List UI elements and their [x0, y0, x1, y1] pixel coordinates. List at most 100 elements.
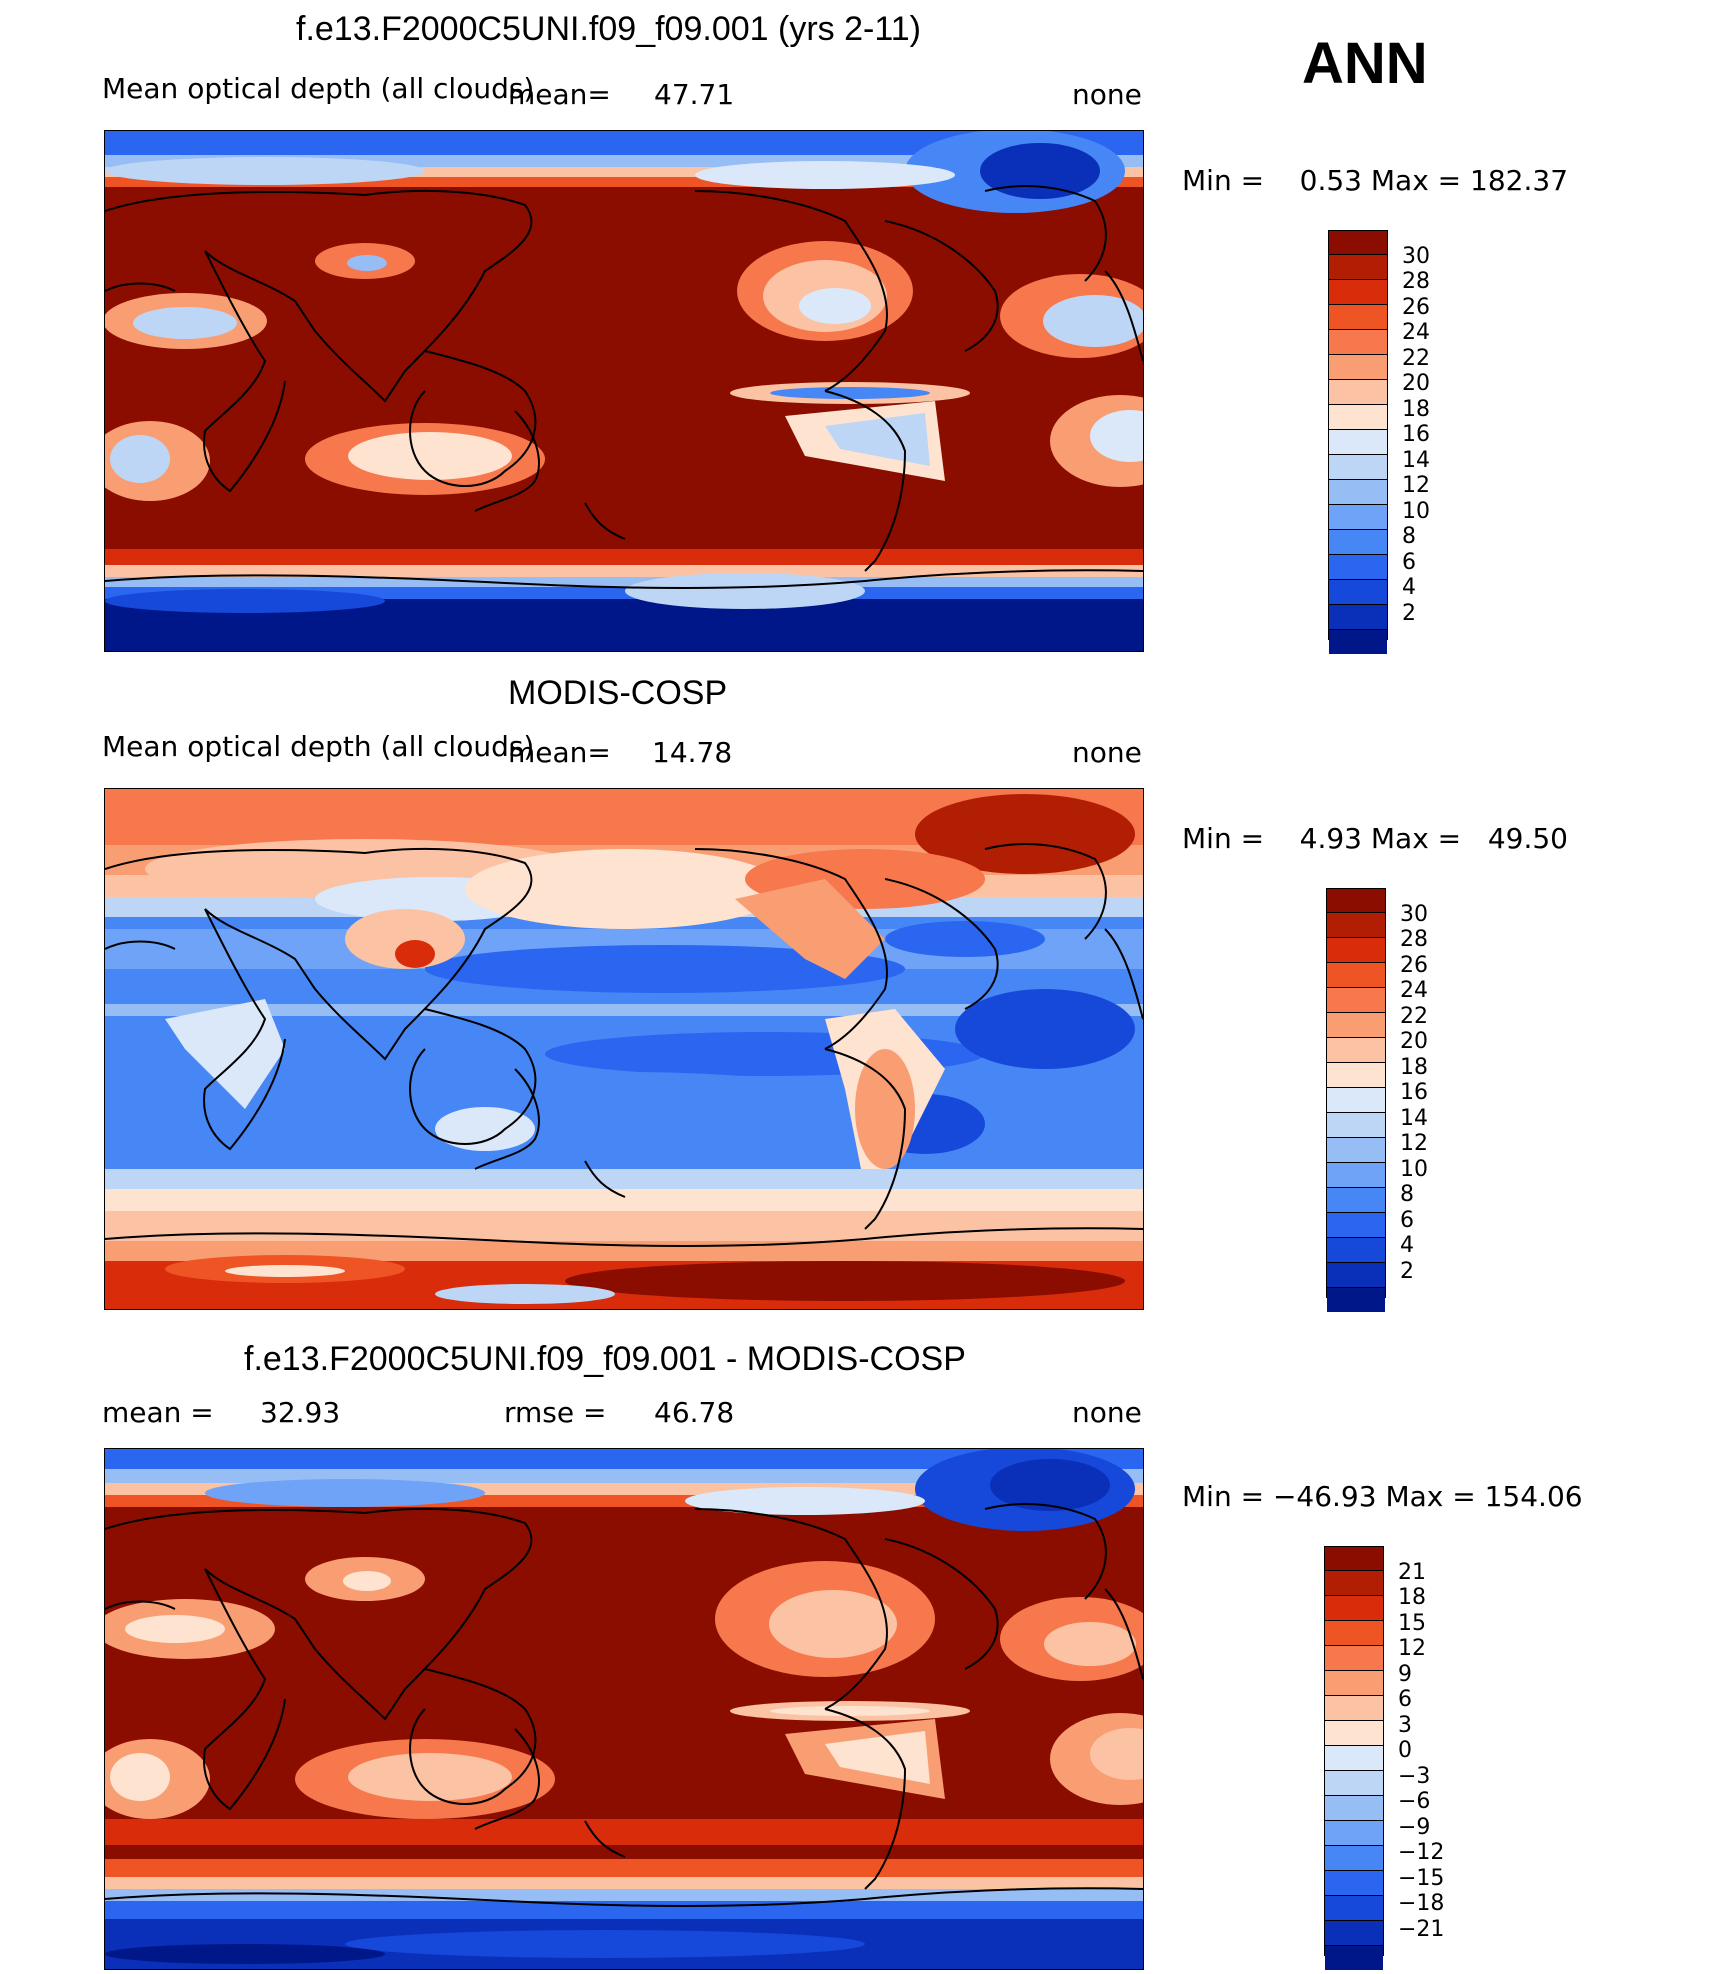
colorbar-tick: 16 — [1402, 422, 1430, 447]
panel2-colorbar-swatch — [1327, 1238, 1385, 1263]
panel2-mean-value: 14.78 — [652, 736, 733, 769]
panel1-colorbar-swatch — [1329, 380, 1387, 405]
panel2-colorbar-swatch — [1327, 1088, 1385, 1113]
colorbar-tick: 9 — [1398, 1662, 1412, 1687]
panel3-colorbar-swatch — [1325, 1571, 1383, 1596]
panel2-colorbar-swatch — [1327, 1263, 1385, 1288]
colorbar-tick: −3 — [1398, 1764, 1431, 1789]
panel3-colorbar-swatch — [1325, 1596, 1383, 1621]
colorbar-tick: 26 — [1400, 953, 1428, 978]
panel1-variable-label: Mean optical depth (all clouds) — [102, 72, 535, 105]
panel1-colorbar-swatch — [1329, 455, 1387, 480]
colorbar-tick: 18 — [1402, 397, 1430, 422]
panel2-units: none — [1072, 736, 1142, 769]
panel1-mean-label: mean= — [508, 78, 611, 111]
panel3-map — [104, 1448, 1144, 1970]
panel2-colorbar-swatch — [1327, 1063, 1385, 1088]
panel1-title: f.e13.F2000C5UNI.f09_f09.001 (yrs 2-11) — [296, 10, 921, 48]
colorbar-tick: −6 — [1398, 1789, 1431, 1814]
panel3-colorbar-swatch — [1325, 1746, 1383, 1771]
panel3-mean-value: 32.93 — [260, 1396, 341, 1429]
panel2-colorbar-swatch — [1327, 1288, 1385, 1312]
colorbar-tick: 8 — [1400, 1182, 1414, 1207]
colorbar-tick: 14 — [1400, 1106, 1428, 1131]
colorbar-tick: 4 — [1402, 575, 1416, 600]
panel3-colorbar-swatch — [1325, 1946, 1383, 1970]
panel1-map-svg — [105, 131, 1143, 651]
panel2-colorbar-swatch — [1327, 889, 1385, 913]
colorbar-tick: 12 — [1398, 1636, 1426, 1661]
colorbar-tick: 28 — [1400, 927, 1428, 952]
panel2-colorbar — [1326, 888, 1386, 1312]
panel1-colorbar-swatch — [1329, 480, 1387, 505]
colorbar-tick: 6 — [1400, 1208, 1414, 1233]
panel2-colorbar-swatch — [1327, 1163, 1385, 1188]
panel2-colorbar-swatch — [1327, 1013, 1385, 1038]
panel1-colorbar-swatch — [1329, 330, 1387, 355]
panel2-colorbar-swatch — [1327, 963, 1385, 988]
panel1-colorbar-swatch — [1329, 430, 1387, 455]
colorbar-tick: 21 — [1398, 1560, 1426, 1585]
panel3-map-svg — [105, 1449, 1143, 1969]
panel2-colorbar-swatch — [1327, 1138, 1385, 1163]
colorbar-tick: 24 — [1402, 320, 1430, 345]
colorbar-tick: 12 — [1400, 1131, 1428, 1156]
panel2-variable-label: Mean optical depth (all clouds) — [102, 730, 535, 763]
colorbar-tick: 12 — [1402, 473, 1430, 498]
panel2-colorbar-swatch — [1327, 1188, 1385, 1213]
panel3-colorbar-swatch — [1325, 1871, 1383, 1896]
colorbar-tick: 30 — [1400, 902, 1428, 927]
panel1-colorbar-swatch — [1329, 630, 1387, 654]
panel3-colorbar-swatch — [1325, 1621, 1383, 1646]
colorbar-tick: 16 — [1400, 1080, 1428, 1105]
panel3-rmse-label: rmse = — [504, 1396, 607, 1429]
colorbar-tick: −21 — [1398, 1917, 1445, 1942]
panel1-colorbar-swatch — [1329, 355, 1387, 380]
panel3-colorbar-swatch — [1325, 1846, 1383, 1871]
panel2-title: MODIS-COSP — [508, 674, 728, 712]
panel3-colorbar — [1324, 1546, 1384, 1970]
panel3-colorbar-swatch — [1325, 1547, 1383, 1571]
colorbar-tick: 14 — [1402, 448, 1430, 473]
panel2-colorbar-swatch — [1327, 913, 1385, 938]
colorbar-tick: 2 — [1400, 1259, 1414, 1284]
panel1-mean-value: 47.71 — [654, 78, 735, 111]
colorbar-tick: 6 — [1398, 1687, 1412, 1712]
panel2-map — [104, 788, 1144, 1310]
panel1-map — [104, 130, 1144, 652]
colorbar-tick: −12 — [1398, 1840, 1445, 1865]
panel3-colorbar-swatch — [1325, 1921, 1383, 1946]
colorbar-tick: 26 — [1402, 295, 1430, 320]
colorbar-tick: −15 — [1398, 1866, 1445, 1891]
colorbar-tick: 2 — [1402, 601, 1416, 626]
colorbar-tick: 22 — [1402, 346, 1430, 371]
colorbar-tick: 3 — [1398, 1713, 1412, 1738]
panel3-colorbar-swatch — [1325, 1696, 1383, 1721]
panel1-units: none — [1072, 78, 1142, 111]
panel1-colorbar-swatch — [1329, 255, 1387, 280]
panel3-colorbar-swatch — [1325, 1721, 1383, 1746]
panel3-colorbar-swatch — [1325, 1896, 1383, 1921]
panel3-units: none — [1072, 1396, 1142, 1429]
panel3-title: f.e13.F2000C5UNI.f09_f09.001 - MODIS-COS… — [244, 1340, 966, 1378]
panel3-colorbar-swatch — [1325, 1821, 1383, 1846]
panel3-colorbar-swatch — [1325, 1646, 1383, 1671]
panel1-colorbar-swatch — [1329, 231, 1387, 255]
panel1-colorbar — [1328, 230, 1388, 654]
colorbar-tick: 20 — [1402, 371, 1430, 396]
panel2-colorbar-swatch — [1327, 938, 1385, 963]
panel3-colorbar-swatch — [1325, 1796, 1383, 1821]
panel2-map-svg — [105, 789, 1143, 1309]
panel2-minmax: Min = 4.93 Max = 49.50 — [1182, 822, 1568, 855]
panel1-colorbar-swatch — [1329, 505, 1387, 530]
panel1-minmax: Min = 0.53 Max = 182.37 — [1182, 164, 1569, 197]
panel1-colorbar-swatch — [1329, 580, 1387, 605]
colorbar-tick: −18 — [1398, 1891, 1445, 1916]
panel1-colorbar-swatch — [1329, 530, 1387, 555]
colorbar-tick: 6 — [1402, 550, 1416, 575]
panel3-colorbar-swatch — [1325, 1671, 1383, 1696]
panel1-colorbar-swatch — [1329, 405, 1387, 430]
colorbar-tick: 15 — [1398, 1611, 1426, 1636]
panel2-colorbar-swatch — [1327, 1038, 1385, 1063]
colorbar-tick: 18 — [1398, 1585, 1426, 1610]
